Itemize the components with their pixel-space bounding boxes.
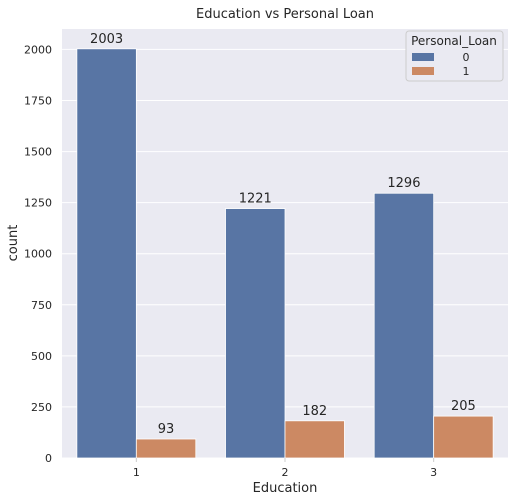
- bar-series-0-cat-3: [374, 193, 433, 458]
- y-tick-label: 2000: [24, 43, 52, 56]
- chart-title: Education vs Personal Loan: [196, 7, 374, 22]
- legend-label-1: 1: [463, 65, 470, 78]
- legend-swatch-1: [412, 67, 434, 75]
- bar-series-1-cat-3: [434, 416, 493, 458]
- y-axis-ticks: 0 250 500 750 1000 1250 1500 1750 2000: [24, 43, 52, 465]
- y-tick-label: 1750: [24, 95, 52, 108]
- bar-value-label: 1221: [239, 192, 272, 207]
- bar-series-0-cat-2: [226, 209, 285, 458]
- x-tick-label: 2: [282, 466, 289, 479]
- bar-series-1-cat-2: [285, 421, 344, 458]
- bar-value-label: 1296: [387, 176, 420, 191]
- bar-series-1-cat-1: [136, 439, 195, 458]
- y-tick-label: 500: [31, 350, 52, 363]
- x-axis-label: Education: [253, 481, 318, 496]
- y-tick-label: 0: [45, 452, 52, 465]
- y-tick-label: 1500: [24, 146, 52, 159]
- x-axis-ticks: 1 2 3: [133, 458, 437, 479]
- bar-value-label: 182: [302, 404, 327, 419]
- legend-label-0: 0: [463, 51, 470, 64]
- legend-swatch-0: [412, 53, 434, 61]
- y-tick-label: 250: [31, 401, 52, 414]
- bar-value-label: 2003: [90, 32, 123, 47]
- x-tick-label: 1: [133, 466, 140, 479]
- y-tick-label: 1250: [24, 197, 52, 210]
- bar-value-label: 205: [451, 399, 476, 414]
- y-axis-label: count: [6, 225, 21, 262]
- y-tick-label: 1000: [24, 248, 52, 261]
- x-tick-label: 3: [430, 466, 437, 479]
- y-tick-label: 750: [31, 299, 52, 312]
- legend-title: Personal_Loan: [411, 34, 497, 48]
- legend: Personal_Loan 0 1: [406, 31, 503, 81]
- bar-value-label: 93: [158, 422, 175, 437]
- bar-series-0-cat-1: [77, 49, 136, 458]
